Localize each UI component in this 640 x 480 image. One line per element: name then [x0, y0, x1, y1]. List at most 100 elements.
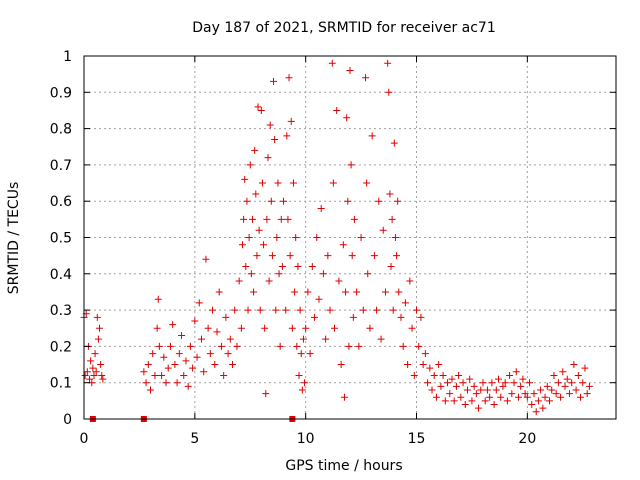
data-point	[333, 106, 341, 114]
data-point	[178, 332, 186, 340]
data-point	[561, 382, 569, 390]
data-point	[222, 313, 230, 321]
data-point	[439, 371, 447, 379]
data-point	[292, 234, 300, 241]
data-point	[184, 382, 192, 390]
data-point	[280, 197, 287, 205]
data-point	[231, 306, 239, 314]
data-point	[581, 364, 589, 372]
data-point	[267, 197, 275, 205]
data-point	[289, 179, 297, 187]
data-point	[283, 132, 291, 140]
data-point	[264, 154, 272, 162]
data-point	[517, 382, 525, 390]
data-point	[254, 103, 262, 111]
data-point	[256, 306, 264, 314]
data-point	[204, 324, 212, 332]
data-point	[86, 375, 94, 383]
data-point	[257, 106, 265, 114]
data-point	[483, 386, 491, 394]
data-point	[337, 361, 345, 369]
data-point	[570, 361, 578, 369]
data-point	[368, 132, 376, 140]
data-point	[472, 390, 480, 398]
data-point	[424, 379, 432, 387]
data-point	[373, 306, 381, 314]
data-point	[149, 350, 157, 358]
data-point	[348, 252, 356, 260]
data-point	[417, 313, 425, 321]
data-point	[495, 375, 503, 383]
data-point	[284, 215, 292, 223]
data-point	[186, 342, 194, 350]
data-point	[224, 350, 232, 358]
data-point	[388, 215, 396, 223]
data-point	[490, 400, 498, 408]
data-point	[285, 74, 293, 82]
data-point	[397, 313, 405, 321]
data-point	[461, 400, 469, 408]
data-point	[311, 313, 319, 321]
data-point	[164, 364, 172, 372]
data-point	[251, 146, 259, 154]
data-point	[90, 371, 98, 379]
data-point	[353, 288, 361, 296]
data-point	[444, 379, 452, 387]
y-tick-label: 0.6	[50, 194, 72, 210]
data-point	[512, 368, 520, 376]
data-point	[242, 263, 250, 271]
data-point	[266, 121, 274, 129]
data-point	[370, 252, 378, 260]
data-point	[158, 371, 166, 379]
data-point	[169, 321, 177, 329]
data-point	[532, 408, 540, 416]
data-point	[160, 353, 168, 361]
data-point	[202, 255, 210, 263]
data-point	[559, 368, 567, 376]
y-axis-label: SRMTID / TECUs	[6, 182, 22, 295]
data-point	[455, 371, 463, 379]
data-point	[243, 197, 251, 205]
y-tick-label: 0.5	[50, 231, 72, 247]
data-point	[488, 379, 496, 387]
data-point	[363, 179, 371, 187]
data-point	[173, 379, 181, 387]
data-point	[322, 335, 330, 343]
data-point	[271, 135, 279, 143]
data-point	[377, 335, 385, 343]
axis-ticks: 00.10.20.30.40.50.60.70.80.910 5 10 15 20	[50, 49, 616, 447]
data-point	[415, 342, 423, 350]
data-point	[543, 382, 551, 390]
data-point	[457, 393, 465, 401]
data-point	[552, 390, 560, 398]
data-point	[235, 277, 243, 285]
data-point	[568, 379, 576, 387]
data-point	[276, 342, 284, 350]
data-point	[523, 393, 531, 401]
data-point	[364, 270, 372, 278]
data-point	[200, 368, 208, 376]
data-point	[162, 379, 170, 387]
data-point	[98, 371, 106, 379]
data-point	[144, 361, 152, 369]
data-point	[499, 382, 507, 390]
data-point	[244, 306, 252, 314]
data-point	[468, 397, 476, 405]
data-point	[526, 379, 534, 387]
data-point	[404, 361, 412, 369]
data-point	[577, 393, 585, 401]
data-point	[328, 59, 336, 67]
data-point	[296, 306, 304, 314]
data-point	[217, 342, 225, 350]
data-point	[550, 371, 558, 379]
data-point	[565, 390, 573, 398]
y-tick-label: 0	[63, 412, 72, 428]
data-point	[342, 288, 350, 296]
data-point	[92, 368, 100, 376]
data-point	[229, 361, 237, 369]
data-point	[430, 371, 438, 379]
data-point	[268, 252, 276, 260]
data-point	[537, 386, 545, 394]
data-point	[213, 328, 221, 336]
data-point	[317, 204, 325, 212]
